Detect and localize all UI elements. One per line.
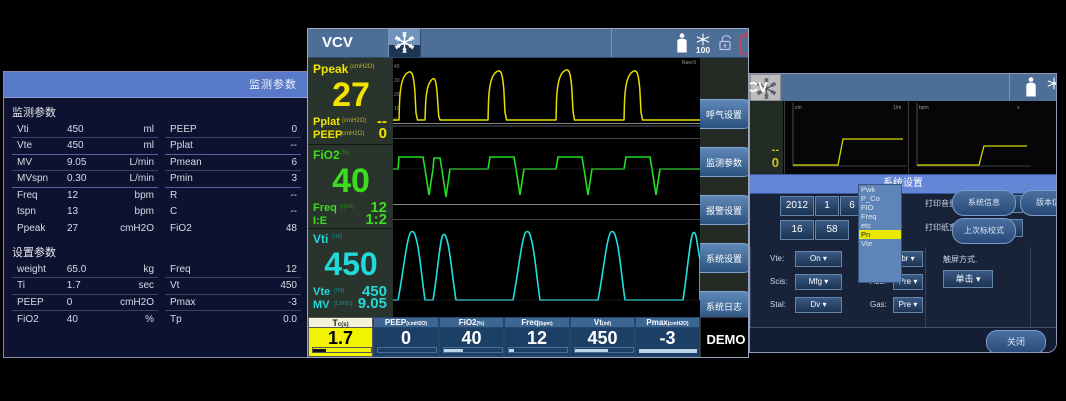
svg-text:s: s bbox=[1017, 105, 1020, 111]
svg-text:1/m: 1/m bbox=[893, 105, 901, 111]
svg-text:bpm: bpm bbox=[919, 105, 929, 111]
svg-text:30: 30 bbox=[394, 78, 400, 84]
svg-text:20: 20 bbox=[394, 92, 400, 98]
svg-text:40: 40 bbox=[394, 64, 400, 70]
svg-text:100: 100 bbox=[696, 45, 710, 54]
svg-text:cm: cm bbox=[795, 105, 802, 111]
